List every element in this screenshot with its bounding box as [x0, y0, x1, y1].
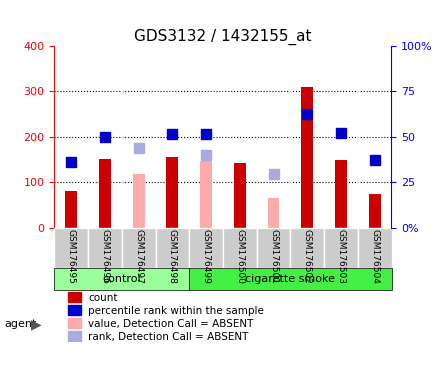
FancyBboxPatch shape — [189, 228, 223, 268]
FancyBboxPatch shape — [54, 268, 189, 290]
Bar — [368, 194, 380, 228]
Text: percentile rank within the sample: percentile rank within the sample — [88, 306, 263, 316]
Bar — [68, 305, 81, 315]
Bar — [132, 174, 144, 228]
FancyBboxPatch shape — [54, 228, 88, 268]
Text: GSM176501: GSM176501 — [268, 229, 277, 284]
Bar — [267, 198, 279, 228]
Bar — [68, 293, 81, 302]
Bar — [233, 163, 245, 228]
FancyBboxPatch shape — [189, 268, 391, 290]
FancyBboxPatch shape — [256, 228, 290, 268]
Bar — [99, 159, 111, 228]
Text: GSM176503: GSM176503 — [335, 229, 345, 284]
FancyBboxPatch shape — [122, 228, 155, 268]
Bar — [334, 161, 346, 228]
Text: cigarette smoke: cigarette smoke — [245, 274, 335, 284]
FancyBboxPatch shape — [290, 228, 323, 268]
Text: count: count — [88, 293, 117, 303]
Text: GSM176498: GSM176498 — [168, 229, 177, 284]
Bar — [68, 318, 81, 328]
Text: GSM176499: GSM176499 — [201, 229, 210, 284]
Text: GSM176502: GSM176502 — [302, 229, 311, 284]
Text: rank, Detection Call = ABSENT: rank, Detection Call = ABSENT — [88, 331, 248, 342]
Bar — [65, 191, 77, 228]
Bar — [301, 87, 312, 228]
Bar — [68, 331, 81, 341]
Bar — [200, 161, 211, 228]
FancyBboxPatch shape — [88, 228, 122, 268]
Text: GSM176496: GSM176496 — [100, 229, 109, 284]
Text: GSM176500: GSM176500 — [235, 229, 244, 284]
Text: ▶: ▶ — [31, 318, 42, 331]
Title: GDS3132 / 1432155_at: GDS3132 / 1432155_at — [134, 28, 311, 45]
Text: GSM176504: GSM176504 — [369, 229, 378, 284]
FancyBboxPatch shape — [323, 228, 357, 268]
Text: GSM176497: GSM176497 — [134, 229, 143, 284]
Text: GSM176495: GSM176495 — [66, 229, 76, 284]
Text: value, Detection Call = ABSENT: value, Detection Call = ABSENT — [88, 319, 253, 329]
FancyBboxPatch shape — [155, 228, 189, 268]
FancyBboxPatch shape — [357, 228, 391, 268]
FancyBboxPatch shape — [223, 228, 256, 268]
Bar — [166, 157, 178, 228]
Text: agent: agent — [4, 319, 36, 329]
Text: control: control — [102, 274, 141, 284]
